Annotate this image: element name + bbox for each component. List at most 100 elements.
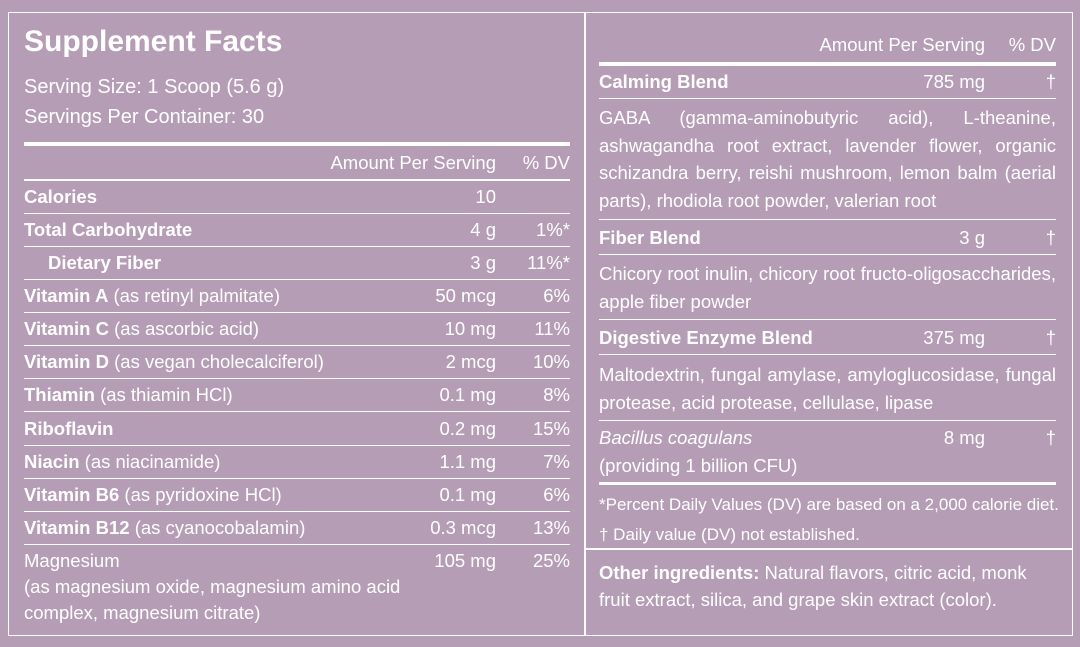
rule [24,179,570,181]
right-panel [584,12,1073,636]
footnote: † Daily value (DV) not established. [599,525,860,544]
nutrient-name: Niacin [24,451,80,472]
nutrient-row: Total Carbohydrate 4 g 1%* [24,218,570,242]
dv: 25% [532,550,570,571]
header-amount: Amount Per Serving [330,152,496,173]
title: Supplement Facts [24,25,283,58]
dv: 10% [532,351,570,372]
dv: † [1045,427,1056,448]
dv: 6% [543,484,570,505]
rule [24,378,570,379]
nutrient-row: Niacin (as niacinamide) 1.1 mg 7% [24,450,570,474]
servings-per-container: Servings Per Container: 30 [24,106,265,128]
nutrient-row: Vitamin A (as retinyl palmitate) 50 mcg 6% [24,284,570,308]
nutrient-name: Calories [24,186,98,207]
amount: 8 mg [943,427,985,448]
dv: † [1045,227,1056,248]
blend-ingredients: GABA (gamma-aminobutyric acid), L-theani… [599,107,1056,211]
rule [24,345,570,346]
nutrient-detail: (as retinyl palmitate) [113,285,281,306]
rule [599,420,1056,421]
rule [24,142,570,146]
blend-row: Digestive Enzyme Blend 375 mg † [599,326,1056,350]
nutrient-row: Calories 10 [24,185,570,209]
rule [599,98,1056,99]
nutrient-name: Riboflavin [24,418,114,439]
amount: 0.3 mcg [430,517,496,538]
nutrient-detail: (as magnesium oxide, magnesium amino aci… [24,576,401,623]
header-row: Amount Per Serving % DV [24,151,570,175]
rule [24,279,570,280]
amount: 10 [475,186,496,207]
rule [599,254,1056,255]
nutrient-detail: (as pyridoxine HCl) [124,484,282,505]
rule [24,544,570,545]
rule [599,319,1056,320]
blend-ingredients: Maltodextrin, fungal amylase, amylogluco… [599,364,1056,413]
amount: 2 mcg [445,351,496,372]
other-ingredients: Other ingredients: Natural flavors, citr… [599,559,1059,613]
blend-name: Calming Blend [599,71,729,92]
left-panel [8,12,586,636]
dv: † [1045,327,1056,348]
amount: 3 g [959,227,985,248]
nutrient-name: Vitamin C [24,318,109,339]
nutrient-name: Vitamin D [24,351,109,372]
nutrient-name: Vitamin A [24,285,109,306]
amount: 50 mcg [435,285,496,306]
rule [24,213,570,214]
dv: 13% [532,517,570,538]
nutrient-detail: (as vegan cholecalciferol) [114,351,324,372]
nutrient-row: Vitamin B6 (as pyridoxine HCl) 0.1 mg 6% [24,483,570,507]
amount: 0.2 mg [439,418,496,439]
nutrient-detail: (as cyanocobalamin) [134,517,306,538]
rule [24,312,570,313]
nutrient-row: Thiamin (as thiamin HCl) 0.1 mg 8% [24,383,570,407]
nutrient-row: Vitamin C (as ascorbic acid) 10 mg 11% [24,317,570,341]
blend-ingredients: Chicory root inulin, chicory root fructo… [599,263,1056,312]
rule [599,482,1056,485]
blend-name: Bacillus coagulans [599,427,753,448]
dv: 11% [534,318,570,339]
amount: 4 g [470,219,496,240]
other-ingredients-label: Other ingredients: [599,562,760,583]
dv: 6% [543,285,570,306]
nutrient-name: Vitamin B12 [24,517,130,538]
blend-row: Bacillus coagulans 8 mg † [599,426,1056,450]
nutrient-row: Magnesium 105 mg 25% [24,549,570,573]
amount: 10 mg [444,318,496,339]
rule [24,478,570,479]
dv: 11%* [527,252,570,273]
other-ingredients-text: Natural flavors, citric acid, monk fruit… [599,562,1027,610]
dv: 1%* [536,219,570,240]
blend-row: Calming Blend 785 mg † [599,70,1056,94]
amount: 0.1 mg [439,384,496,405]
nutrient-name: Vitamin B6 [24,484,120,505]
dv: 15% [532,418,570,439]
nutrient-row: Vitamin B12 (as cyanocobalamin) 0.3 mcg 13… [24,516,570,540]
amount: 1.1 mg [439,451,496,472]
rule [24,411,570,412]
amount: 375 mg [923,327,985,348]
serving-size: Serving Size: 1 Scoop (5.6 g) [24,76,285,98]
dv: 8% [543,384,570,405]
dv: 7% [543,451,570,472]
rule [24,246,570,247]
header-amount: Amount Per Serving [819,34,985,55]
nutrient-detail: (as ascorbic acid) [114,318,260,339]
amount: 105 mg [434,550,496,571]
nutrient-name: Dietary Fiber [48,252,162,273]
nutrient-row: Riboflavin 0.2 mg 15% [24,417,570,441]
header-row: Amount Per Serving % DV [599,33,1056,57]
blend-name: Digestive Enzyme Blend [599,327,813,348]
nutrient-row: Vitamin D (as vegan cholecalciferol) 2 mc… [24,350,570,374]
rule [599,354,1056,355]
nutrient-name: Total Carbohydrate [24,219,193,240]
rule [599,219,1056,220]
blend-row: Fiber Blend 3 g † [599,226,1056,250]
dv: † [1045,71,1056,92]
nutrient-detail: (as niacinamide) [84,451,221,472]
nutrient-detail: (as thiamin HCl) [100,384,233,405]
nutrient-name: Thiamin [24,384,95,405]
